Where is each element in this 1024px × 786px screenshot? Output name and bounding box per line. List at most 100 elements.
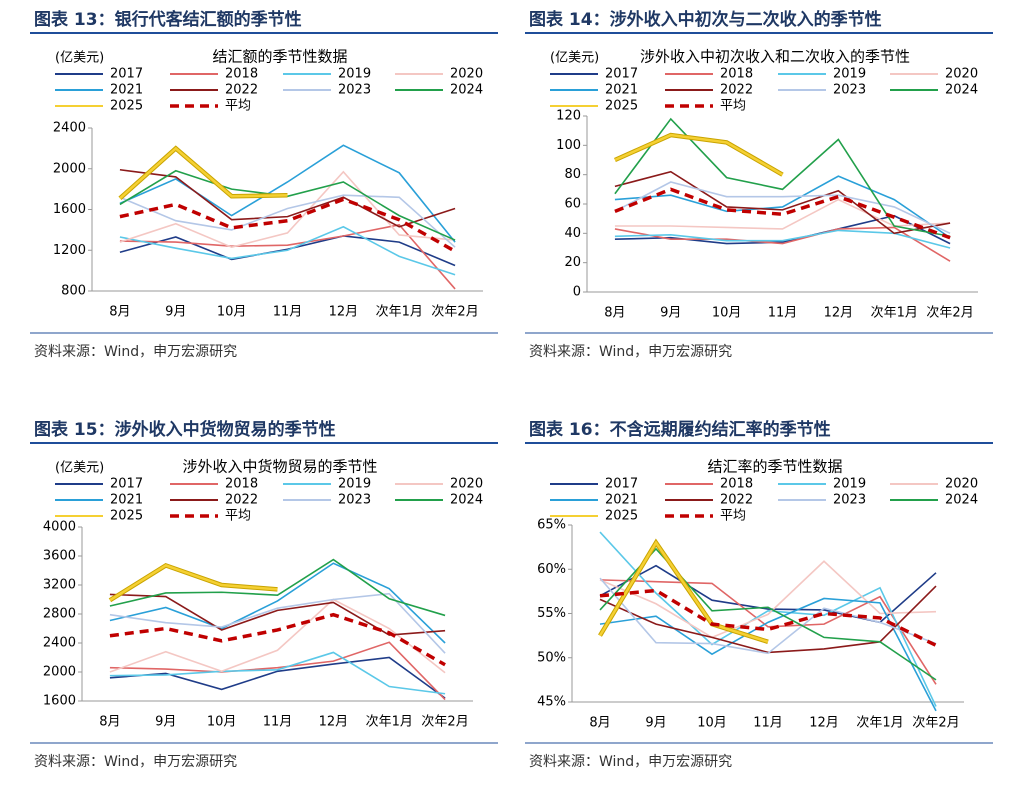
legend-label: 平均 xyxy=(720,99,746,114)
series-line xyxy=(599,579,937,685)
chart-title: 结汇额的季节性数据 xyxy=(212,48,347,66)
legend-label: 2022 xyxy=(225,493,258,508)
x-tick-label: 8月 xyxy=(109,305,130,320)
series-line xyxy=(614,226,951,262)
legend-label: 2018 xyxy=(720,477,753,492)
x-tick-label: 11月 xyxy=(768,306,798,321)
legend-label: 2025 xyxy=(605,509,638,524)
legend-label: 2021 xyxy=(110,493,143,508)
x-tick-label: 次年2月 xyxy=(431,304,478,320)
series-line xyxy=(109,612,446,667)
series-line-outline xyxy=(614,132,784,177)
source: 资料来源：Wind，申万宏源研究 xyxy=(34,754,237,770)
series-line xyxy=(614,170,951,235)
x-tick-label: 10月 xyxy=(207,715,237,730)
series-line xyxy=(109,564,278,602)
legend-label: 2018 xyxy=(225,477,258,492)
legend-label: 2021 xyxy=(605,83,638,98)
series-line xyxy=(614,187,951,240)
legend-label: 2018 xyxy=(225,67,258,82)
series-line xyxy=(109,656,446,699)
series-line xyxy=(109,598,446,674)
series-line xyxy=(119,223,456,290)
x-tick-label: 11月 xyxy=(273,305,303,320)
series-line xyxy=(119,194,456,248)
y-axis-label: (亿美元) xyxy=(550,51,599,66)
series-line xyxy=(109,641,446,701)
series-line xyxy=(599,560,937,639)
legend-label: 2025 xyxy=(110,99,143,114)
x-tick-label: 9月 xyxy=(155,715,176,730)
series-line xyxy=(614,117,951,238)
x-tick-label: 9月 xyxy=(645,716,666,731)
x-tick-label: 11月 xyxy=(753,716,783,731)
series-line xyxy=(614,133,784,176)
y-tick-label: 65% xyxy=(537,518,566,533)
source: 资料来源：Wind，申万宏源研究 xyxy=(34,344,237,360)
legend-label: 2024 xyxy=(945,493,978,508)
y-tick-label: 2400 xyxy=(53,121,86,136)
x-tick-label: 9月 xyxy=(165,305,186,320)
series-line xyxy=(598,540,769,644)
chart-title: 结汇率的季节性数据 xyxy=(707,458,842,476)
legend-label: 平均 xyxy=(225,99,251,114)
legend-label: 2019 xyxy=(833,67,866,82)
x-tick-label: 12月 xyxy=(329,305,359,320)
legend-label: 2019 xyxy=(338,477,371,492)
y-tick-label: 20 xyxy=(564,255,581,270)
legend-label: 2022 xyxy=(225,83,258,98)
x-tick-label: 次年1月 xyxy=(856,715,903,731)
legend-label: 2023 xyxy=(833,493,866,508)
x-tick-label: 12月 xyxy=(824,306,854,321)
legend-label: 2017 xyxy=(605,67,638,82)
y-tick-label: 80 xyxy=(564,167,581,182)
y-tick-label: 800 xyxy=(61,284,86,299)
y-tick-label: 2800 xyxy=(43,607,76,622)
series-line xyxy=(119,225,456,276)
x-tick-label: 10月 xyxy=(697,716,727,731)
legend-label: 2017 xyxy=(605,477,638,492)
series-line xyxy=(599,531,937,707)
legend-label: 2019 xyxy=(338,67,371,82)
y-tick-label: 1600 xyxy=(53,202,86,217)
y-tick-label: 2000 xyxy=(53,161,86,176)
chart-title: 涉外收入中货物贸易的季节性 xyxy=(182,458,377,476)
y-axis-label: (亿美元) xyxy=(55,51,104,66)
y-tick-label: 40 xyxy=(564,226,581,241)
y-tick-label: 50% xyxy=(537,650,566,665)
x-tick-label: 10月 xyxy=(712,306,742,321)
y-tick-label: 1200 xyxy=(53,243,86,258)
x-tick-label: 次年2月 xyxy=(926,305,973,321)
y-tick-label: 2400 xyxy=(43,636,76,651)
y-tick-label: 3200 xyxy=(43,578,76,593)
legend-label: 2018 xyxy=(720,67,753,82)
x-tick-label: 11月 xyxy=(263,715,293,730)
x-tick-label: 10月 xyxy=(217,305,247,320)
figure-title: 图表 16：不含远期履约结汇率的季节性 xyxy=(529,419,831,440)
series-line xyxy=(599,585,937,654)
series-line xyxy=(599,588,937,647)
y-tick-label: 60 xyxy=(564,197,581,212)
figure-title: 图表 13：银行代客结汇额的季节性 xyxy=(34,9,302,30)
legend-label: 2019 xyxy=(833,477,866,492)
series-line xyxy=(119,168,456,228)
legend-label: 2022 xyxy=(720,493,753,508)
x-tick-label: 8月 xyxy=(589,716,610,731)
x-tick-label: 9月 xyxy=(660,306,681,321)
legend-label: 2017 xyxy=(110,67,143,82)
y-tick-label: 45% xyxy=(537,695,566,710)
legend-label: 2021 xyxy=(605,493,638,508)
y-tick-label: 120 xyxy=(556,109,581,124)
legend-label: 2024 xyxy=(450,493,483,508)
y-tick-label: 55% xyxy=(537,606,566,621)
x-tick-label: 次年1月 xyxy=(376,304,423,320)
chart-title: 涉外收入中初次收入和二次收入的季节性 xyxy=(640,48,910,66)
series-line xyxy=(599,597,937,712)
x-tick-label: 次年1月 xyxy=(366,714,413,730)
legend-label: 2020 xyxy=(945,67,978,82)
x-tick-label: 次年2月 xyxy=(912,715,959,731)
series-line xyxy=(614,175,951,239)
legend-label: 2025 xyxy=(605,99,638,114)
legend-label: 2024 xyxy=(450,83,483,98)
